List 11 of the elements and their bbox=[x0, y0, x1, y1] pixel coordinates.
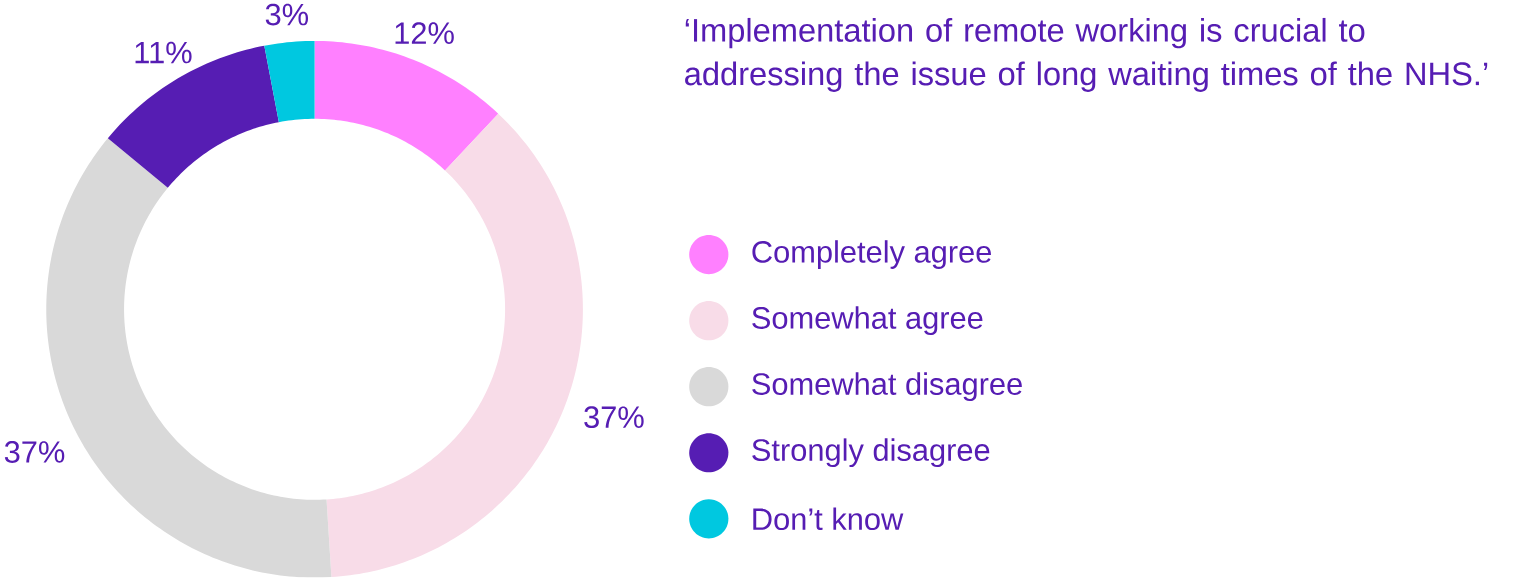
data-label: 3% bbox=[265, 3, 309, 26]
data-label: 11% bbox=[135, 41, 192, 64]
text: ‘Implementation of remote working is crucial to addressing the issue of long waiting times of the NHS.’ bbox=[685, 18, 1488, 93]
data-label: 12% bbox=[395, 22, 454, 45]
data-label: 37% bbox=[4, 441, 65, 464]
legend-label: Don’t know bbox=[753, 507, 904, 531]
legend-label: Somewhat disagree bbox=[752, 372, 1022, 402]
legend-label: Completely agree bbox=[752, 240, 991, 270]
legend-label: Somewhat agree bbox=[752, 306, 983, 336]
data-label: 37% bbox=[584, 406, 644, 429]
legend-label: Strongly disagree bbox=[752, 438, 990, 468]
